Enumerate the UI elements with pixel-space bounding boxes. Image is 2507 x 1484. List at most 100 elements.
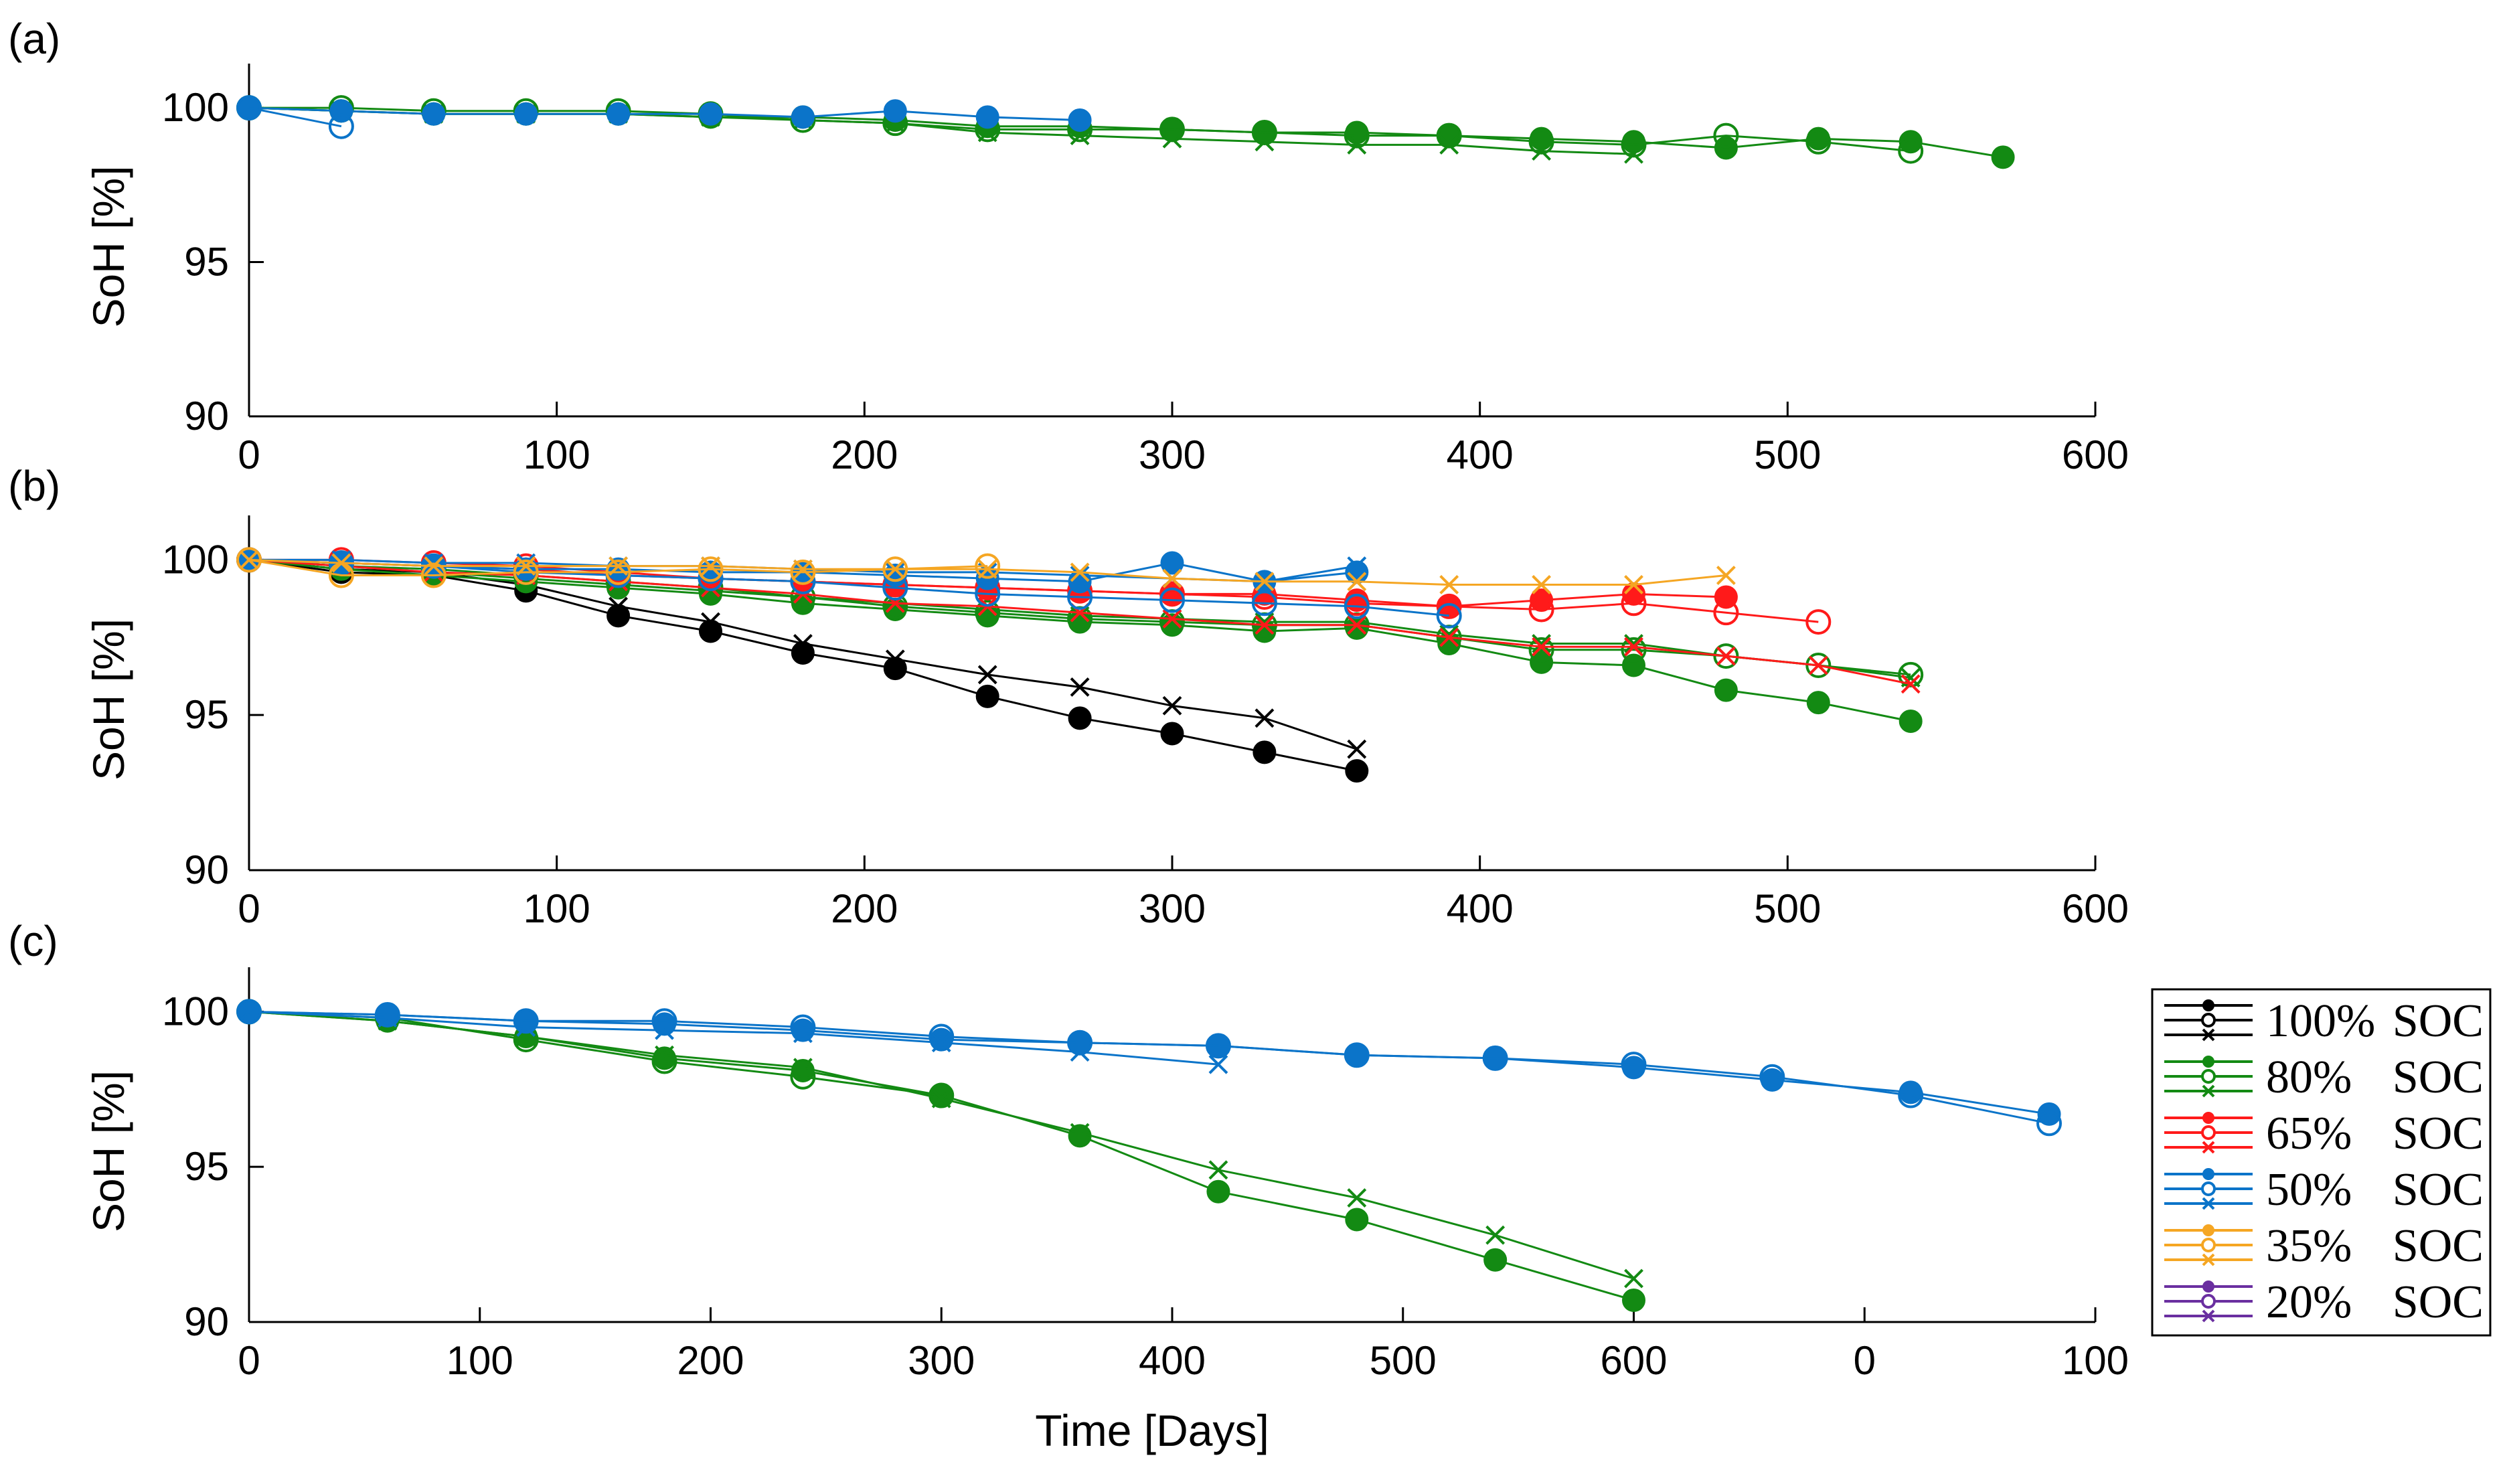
panel-label-c: (c): [8, 917, 58, 965]
legend-marker: [2202, 1168, 2214, 1180]
data-point: [1436, 593, 1462, 619]
data-point: [1439, 625, 1459, 645]
data-point: [885, 559, 905, 579]
series-line: [248, 1010, 1634, 1280]
data-point: [1208, 1160, 1228, 1180]
data-point: [1067, 584, 1093, 610]
data-point: [2037, 1102, 2061, 1126]
data-point: [420, 562, 447, 588]
y-tick-label: 95: [184, 692, 229, 737]
legend-marker: [2202, 1141, 2215, 1154]
series-a-2: [239, 98, 1643, 164]
data-point: [977, 559, 997, 579]
data-point: [1483, 1248, 1508, 1272]
data-point: [975, 553, 1001, 579]
data-point: [1439, 627, 1459, 647]
data-point: [239, 550, 259, 570]
legend-label-pct: 50%: [2266, 1164, 2352, 1216]
data-point: [883, 99, 907, 123]
legend-marker: [2201, 1069, 2216, 1084]
data-point: [651, 1008, 677, 1034]
data-point: [2036, 1110, 2063, 1137]
series-line: [248, 1010, 1219, 1066]
x-tick-label: 100: [523, 886, 590, 931]
data-point: [1624, 637, 1643, 657]
data-point: [605, 559, 631, 585]
legend-label-soc: SOC: [2393, 1276, 2484, 1328]
data-point: [1532, 575, 1552, 594]
series-a-0: [237, 96, 2015, 169]
x-tick-label: 300: [908, 1338, 975, 1383]
data-point: [790, 559, 816, 585]
data-point: [931, 1033, 951, 1053]
legend-marker: [2202, 1309, 2215, 1323]
data-point: [793, 1023, 813, 1044]
legend-label-pct: 65%: [2266, 1108, 2352, 1159]
data-point: [1208, 1054, 1228, 1074]
data-point: [1068, 1124, 1092, 1148]
y-tick-label: 90: [184, 1299, 229, 1344]
data-point: [1528, 637, 1554, 663]
data-point: [1347, 1188, 1367, 1208]
data-point: [1805, 609, 1832, 635]
data-point: [1714, 678, 1738, 702]
data-point: [1070, 677, 1090, 697]
data-point: [374, 1002, 400, 1027]
data-point: [977, 665, 997, 685]
y-tick-label: 95: [184, 1144, 229, 1189]
data-point: [793, 634, 813, 653]
legend-entry-35: 35% SOC: [2164, 1220, 2484, 1272]
series-line: [248, 106, 2004, 159]
data-point: [701, 556, 720, 576]
data-point: [609, 596, 629, 616]
legend-label-pct: 100%: [2266, 995, 2375, 1047]
y-axis-label: SoH [%]: [84, 165, 133, 327]
data-point: [1436, 122, 1462, 149]
legend-marker: [2202, 1253, 2215, 1266]
legend-marker: [2202, 1224, 2214, 1236]
data-point: [1806, 691, 1830, 715]
data-point: [1808, 655, 1828, 675]
data-point: [1159, 116, 1185, 143]
y-tick-label: 95: [184, 240, 229, 284]
data-point: [1070, 562, 1090, 582]
data-point: [1251, 119, 1277, 145]
legend-marker: [2201, 1013, 2216, 1027]
legend-marker: [2202, 1084, 2215, 1098]
data-point: [1713, 122, 1739, 149]
legend-marker: [2202, 999, 2214, 1011]
data-point: [655, 1020, 674, 1040]
data-point: [1622, 1289, 1645, 1313]
data-point: [328, 113, 354, 139]
series-line: [248, 1010, 1634, 1301]
data-point: [1436, 602, 1462, 629]
data-point: [975, 684, 999, 708]
data-point: [1898, 1082, 1924, 1108]
legend-entry-100: 100% SOC: [2164, 995, 2484, 1047]
data-point: [1532, 637, 1552, 657]
data-point: [1716, 646, 1736, 666]
data-point: [1070, 566, 1090, 585]
data-point: [1898, 130, 1923, 154]
data-point: [1344, 593, 1370, 619]
data-point: [1621, 590, 1647, 616]
data-point: [882, 575, 908, 601]
series-a-3: [237, 96, 1092, 133]
data-point: [1068, 108, 1092, 133]
data-point: [791, 105, 815, 129]
data-point: [1345, 1208, 1369, 1232]
x-tick-label: 200: [677, 1338, 744, 1383]
x-tick-label: 0: [238, 1338, 260, 1383]
y-tick-label: 90: [184, 394, 229, 438]
data-point: [1162, 568, 1182, 588]
data-point: [1439, 135, 1459, 155]
data-point: [1160, 722, 1184, 746]
series-c-4: [236, 999, 2063, 1137]
data-point: [1624, 144, 1643, 164]
data-point: [1347, 739, 1367, 759]
data-point: [1624, 575, 1643, 594]
data-point: [793, 1058, 813, 1078]
panel-label-b: (b): [8, 462, 60, 510]
series-line: [248, 106, 342, 128]
x-tick-label: 0: [238, 432, 260, 477]
